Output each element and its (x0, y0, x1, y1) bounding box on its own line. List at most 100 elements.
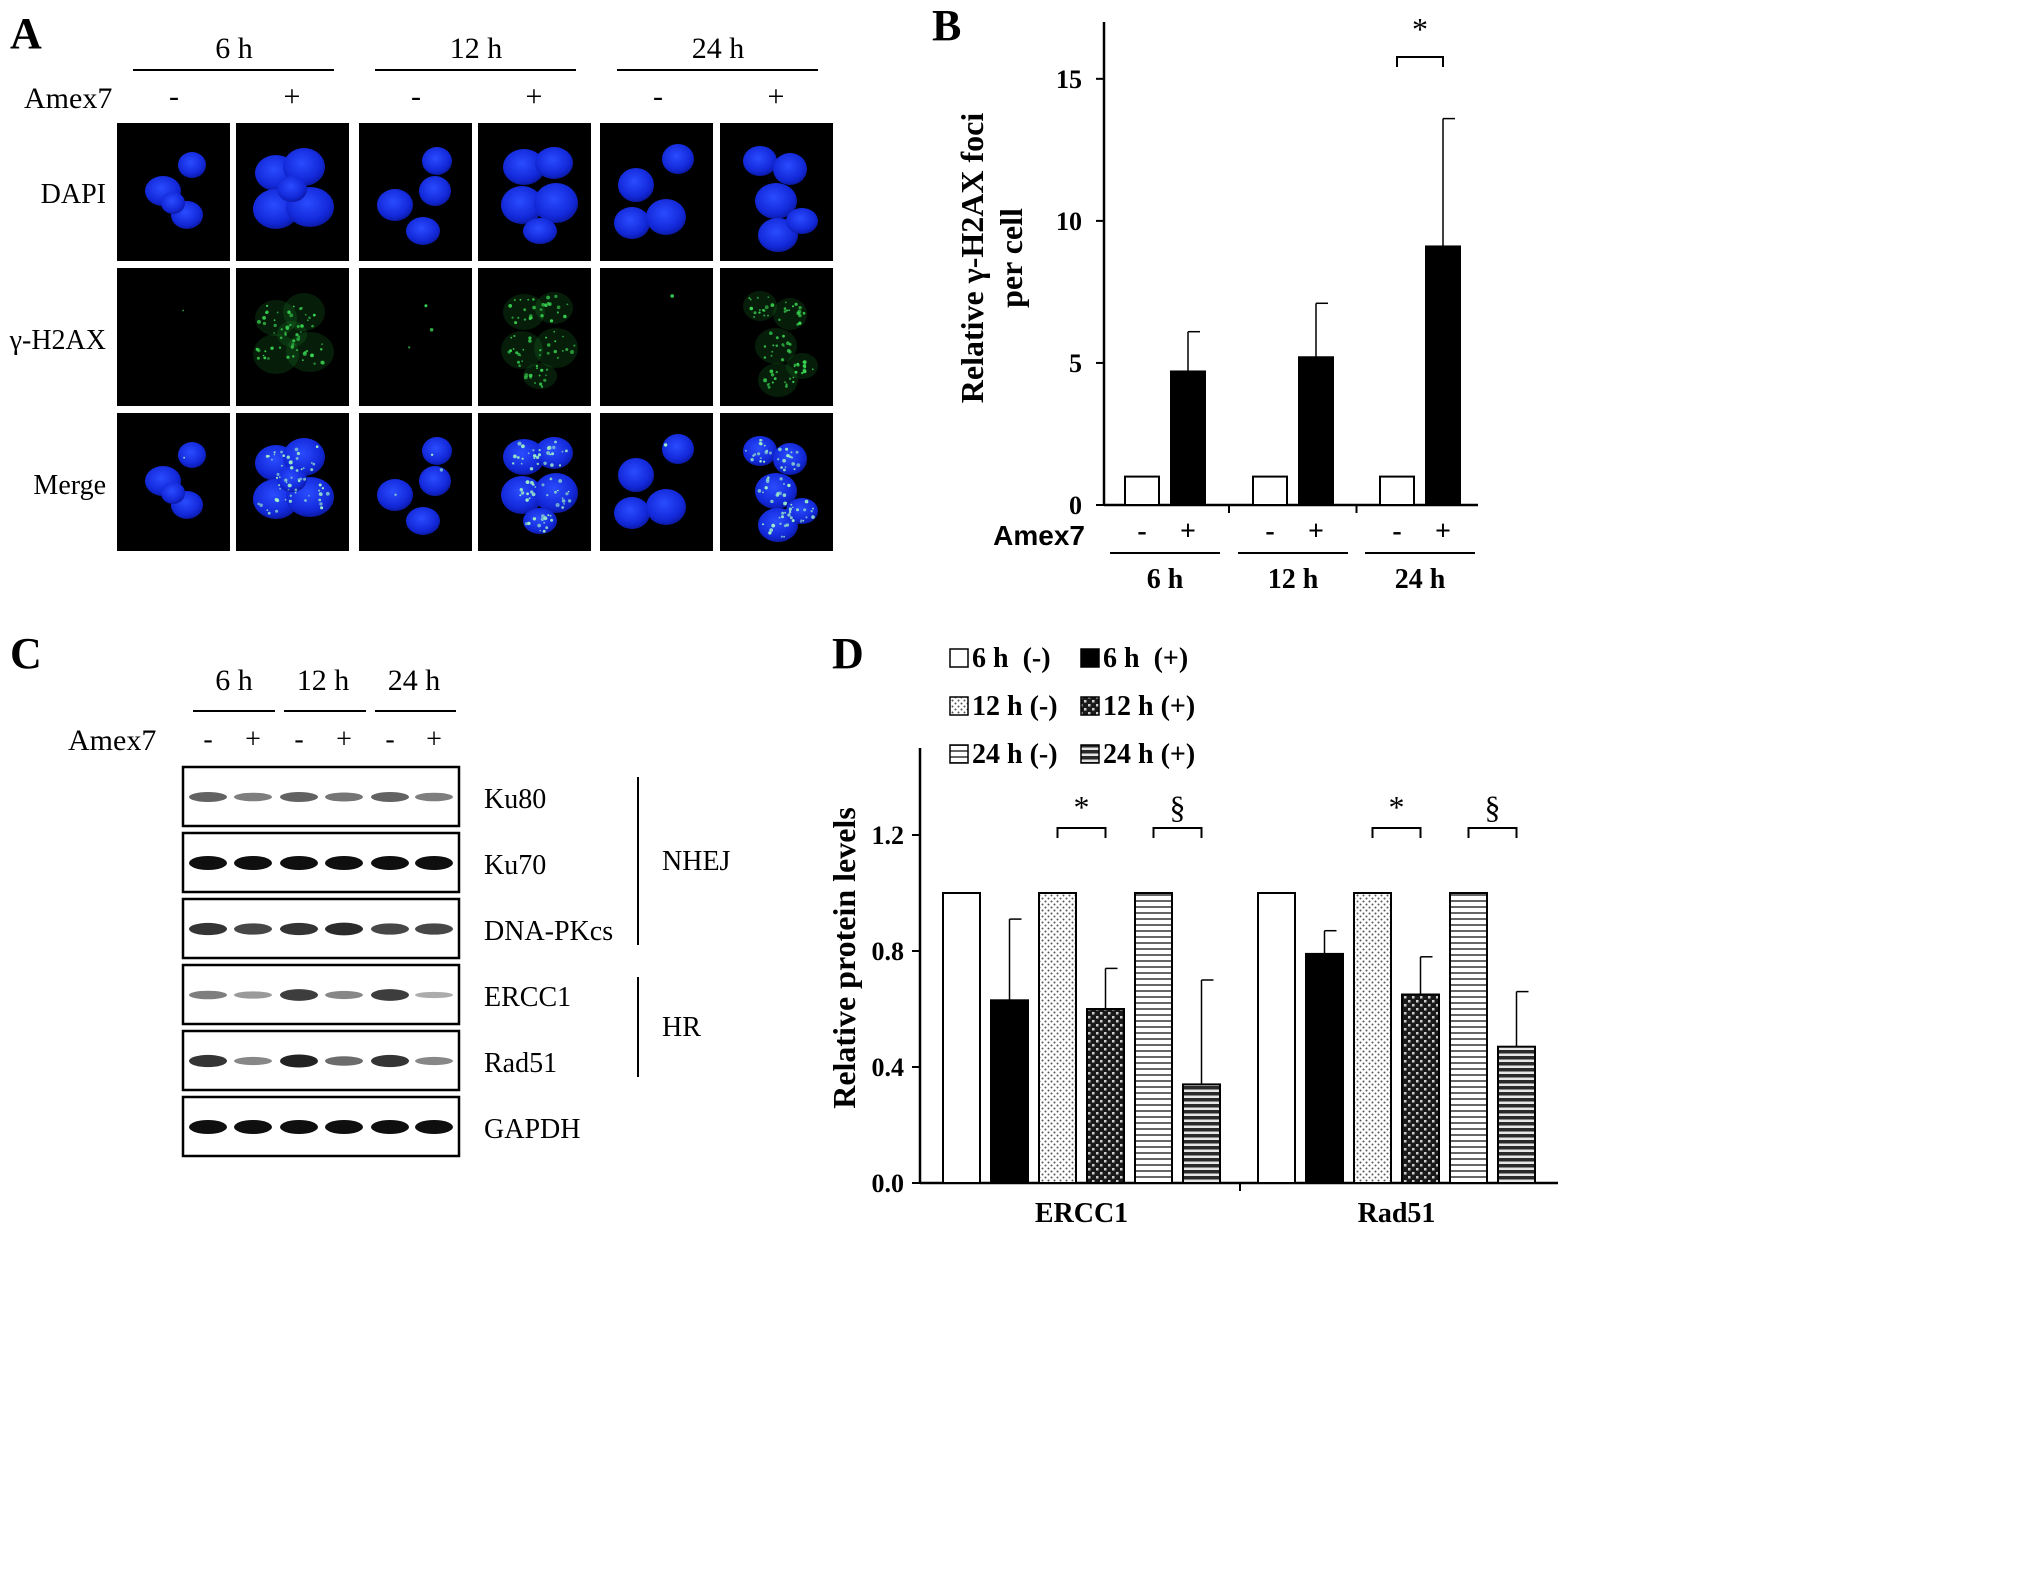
focus-dot (545, 374, 547, 377)
focus-dot (780, 535, 783, 538)
micrograph-grid (117, 123, 833, 551)
focus-dot (538, 449, 541, 452)
focus-dot (294, 488, 298, 492)
focus-dot (290, 345, 294, 349)
focus-dot (394, 493, 397, 496)
focus-dot (509, 349, 512, 353)
focus-dot (540, 517, 544, 521)
focus-dot (557, 489, 559, 492)
treatment-sign: - (653, 80, 663, 113)
nucleus (646, 199, 686, 235)
focus-dot (562, 335, 564, 338)
focus-dot (767, 385, 771, 389)
treatment-sign: + (336, 724, 352, 755)
micrograph-background (359, 268, 472, 406)
focus-dot (561, 497, 564, 500)
y-tick-label: 5 (1069, 349, 1082, 378)
focus-dot (804, 364, 806, 366)
focus-dot (541, 514, 545, 518)
row-label-h2ax: γ-H2AX (9, 325, 106, 356)
focus-dot (296, 451, 300, 456)
focus-dot (548, 303, 551, 306)
focus-dot (304, 499, 307, 502)
focus-dot (267, 357, 270, 360)
focus-dot (280, 450, 283, 454)
focus-dot (749, 298, 752, 301)
focus-dot (262, 316, 266, 320)
focus-dot (800, 520, 802, 523)
focus-dot (770, 373, 775, 377)
focus-dot (792, 506, 794, 509)
focus-dot (570, 350, 574, 354)
focus-dot (530, 490, 534, 494)
focus-dot (788, 309, 790, 312)
focus-dot (311, 324, 314, 328)
focus-dot (544, 303, 548, 307)
category-label: 6 h (1147, 564, 1184, 595)
focus-dot (556, 311, 559, 314)
focus-dot (764, 305, 769, 310)
focus-dot (753, 316, 756, 318)
focus-dot (759, 309, 761, 311)
timepoint-label: 6 h (215, 664, 253, 697)
focus-dot (549, 453, 552, 456)
focus-dot (527, 298, 530, 301)
focus-dot (301, 359, 304, 361)
focus-dot (527, 521, 531, 526)
treatment-sign: + (1180, 516, 1196, 547)
y-tick-label: 10 (1056, 207, 1082, 236)
focus-dot (554, 294, 558, 298)
focus-dot (767, 314, 769, 317)
focus-dot (567, 499, 572, 503)
focus-dot (771, 523, 776, 528)
focus-dot (767, 296, 770, 299)
nucleus-glow (277, 321, 307, 347)
focus-dot (308, 495, 310, 497)
focus-dot (302, 467, 305, 469)
focus-dot (278, 346, 282, 349)
focus-dot (545, 526, 549, 530)
focus-dot (545, 368, 549, 371)
focus-dot (768, 451, 772, 455)
significance-bracket (1396, 56, 1444, 67)
focus-dot (532, 298, 535, 301)
focus-dot (798, 306, 802, 310)
focus-dot (439, 468, 444, 472)
focus-dot (521, 360, 524, 363)
focus-dot (542, 529, 546, 533)
focus-dot (744, 449, 747, 452)
focus-dot (532, 305, 536, 310)
nucleus-glow (755, 328, 797, 364)
focus-dot (778, 447, 782, 452)
focus-dot (763, 314, 766, 317)
focus-dot (762, 309, 766, 312)
focus-dot (182, 309, 184, 312)
nucleus-glow (786, 353, 818, 379)
nucleus (277, 466, 307, 492)
y-tick-label: 15 (1056, 65, 1082, 94)
focus-dot (553, 349, 557, 354)
panel-letter-b: B (932, 1, 961, 50)
focus-dot (780, 466, 783, 469)
nucleus (419, 466, 451, 496)
focus-dot (775, 370, 778, 374)
focus-dot (265, 310, 269, 314)
significance-marker: * (1074, 789, 1090, 825)
blot-box (181, 963, 461, 1026)
blot-band (415, 856, 453, 870)
focus-dot (257, 320, 261, 324)
pathway-label-nhej: NHEJ (662, 846, 731, 877)
focus-dot (784, 381, 787, 384)
panel-letter-d: D (832, 629, 864, 678)
focus-dot (519, 488, 523, 492)
focus-dot (770, 354, 773, 357)
blot-band (234, 856, 272, 870)
focus-dot (540, 368, 544, 372)
bar (1305, 952, 1344, 1185)
focus-dot (770, 303, 775, 307)
focus-dot (524, 373, 529, 378)
focus-dot (310, 353, 314, 358)
y-tick-label: 0 (1069, 491, 1082, 520)
focus-dot (543, 516, 548, 521)
focus-dot (318, 498, 322, 502)
